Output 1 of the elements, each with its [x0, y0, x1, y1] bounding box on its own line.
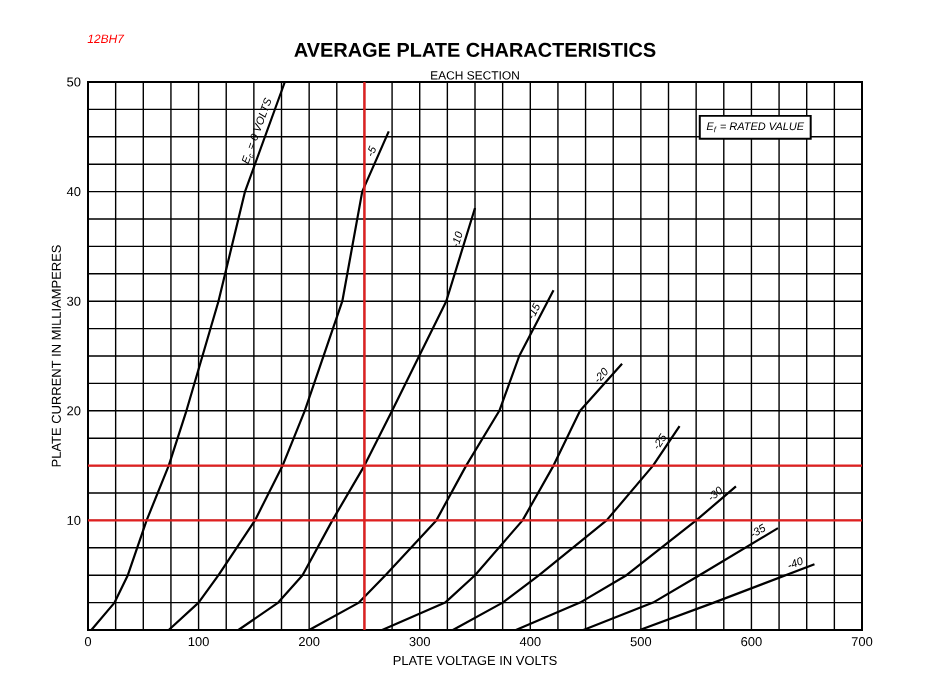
chart-title: AVERAGE PLATE CHARACTERISTICS: [294, 42, 656, 57]
